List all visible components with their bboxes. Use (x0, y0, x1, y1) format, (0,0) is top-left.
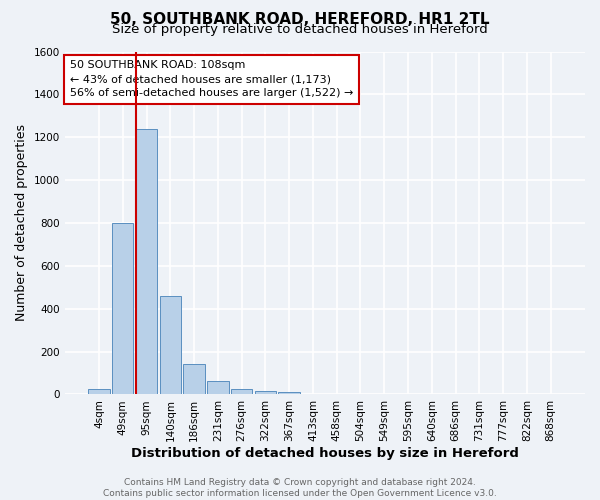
Bar (255, 391, 276, 394)
Bar (160, 296, 181, 394)
Y-axis label: Number of detached properties: Number of detached properties (15, 124, 28, 322)
Bar (112, 223, 133, 394)
Text: Contains HM Land Registry data © Crown copyright and database right 2024.
Contai: Contains HM Land Registry data © Crown c… (103, 478, 497, 498)
X-axis label: Distribution of detached houses by size in Hereford: Distribution of detached houses by size … (131, 447, 519, 460)
Bar (207, 380, 229, 394)
Text: 50, SOUTHBANK ROAD, HEREFORD, HR1 2TL: 50, SOUTHBANK ROAD, HEREFORD, HR1 2TL (110, 12, 490, 28)
Bar (88, 389, 110, 394)
Bar (184, 364, 205, 394)
Text: Size of property relative to detached houses in Hereford: Size of property relative to detached ho… (112, 24, 488, 36)
Bar (231, 389, 253, 394)
Text: 50 SOUTHBANK ROAD: 108sqm
← 43% of detached houses are smaller (1,173)
56% of se: 50 SOUTHBANK ROAD: 108sqm ← 43% of detac… (70, 60, 353, 98)
Bar (278, 392, 300, 394)
Bar (136, 128, 157, 394)
